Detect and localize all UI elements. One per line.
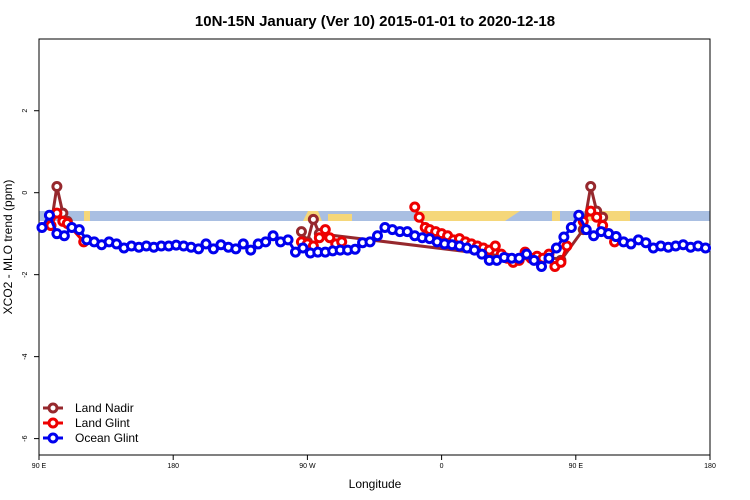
data-point: [476, 248, 488, 260]
data-point: [237, 238, 249, 250]
data-point: [51, 181, 63, 193]
map-band: [39, 211, 710, 221]
data-point: [313, 232, 325, 244]
y-tick-label: -2: [22, 271, 29, 277]
x-tick-label: 0: [440, 463, 444, 470]
map-land: [328, 214, 352, 221]
data-point: [371, 230, 383, 242]
legend-label: Ocean Glint: [75, 431, 139, 445]
data-point: [73, 224, 85, 236]
data-point: [413, 211, 425, 223]
data-point: [307, 213, 319, 225]
data-point: [528, 254, 540, 266]
legend-marker: [47, 402, 59, 414]
data-point: [267, 230, 279, 242]
data-point: [295, 226, 307, 238]
data-point: [610, 231, 622, 243]
y-tick-label: 0: [22, 191, 29, 195]
data-point: [489, 240, 501, 252]
data-point: [521, 248, 533, 260]
x-tick-label: 90 E: [32, 463, 47, 470]
data-point: [297, 242, 309, 254]
data-point: [573, 209, 585, 221]
data-point: [193, 243, 205, 255]
data-point: [558, 231, 570, 243]
data-point: [260, 236, 272, 248]
data-point: [536, 260, 548, 272]
data-point: [550, 242, 562, 254]
y-tick-label: 2: [22, 109, 29, 113]
data-point: [43, 209, 55, 221]
data-point: [700, 242, 712, 254]
data-point: [245, 244, 257, 256]
x-tick-label: 180: [167, 463, 179, 470]
data-point: [36, 222, 48, 234]
y-axis-label: XCO2 - MLO trend (ppm): [1, 180, 15, 315]
chart-title: 10N-15N January (Ver 10) 2015-01-01 to 2…: [195, 13, 555, 30]
legend-marker: [47, 417, 59, 429]
data-point: [565, 222, 577, 234]
data-point: [543, 252, 555, 264]
x-tick-label: 180: [704, 463, 716, 470]
data-point: [349, 243, 361, 255]
map-land: [418, 211, 520, 221]
map-land: [84, 211, 90, 221]
x-axis-label: Longitude: [349, 477, 402, 491]
data-point: [585, 181, 597, 193]
x-tick-label: 90 E: [569, 463, 584, 470]
data-point: [336, 236, 348, 248]
data-point: [200, 238, 212, 250]
data-point: [230, 243, 242, 255]
legend-marker: [47, 432, 59, 444]
data-point: [324, 232, 336, 244]
x-tick-label: 90 W: [299, 463, 316, 470]
data-point: [364, 236, 376, 248]
data-point: [591, 211, 603, 223]
map-ocean: [39, 211, 710, 221]
data-point: [282, 234, 294, 246]
y-tick-label: -6: [22, 435, 29, 441]
data-point: [555, 256, 567, 268]
data-point: [58, 230, 70, 242]
legend-label: Land Nadir: [75, 401, 134, 415]
data-point: [640, 237, 652, 249]
data-point: [585, 205, 597, 217]
map-land: [552, 211, 560, 221]
legend-label: Land Glint: [75, 416, 130, 430]
data-point: [319, 224, 331, 236]
data-point: [409, 201, 421, 213]
data-point: [580, 224, 592, 236]
data-point: [561, 240, 573, 252]
y-tick-label: -4: [22, 353, 29, 359]
